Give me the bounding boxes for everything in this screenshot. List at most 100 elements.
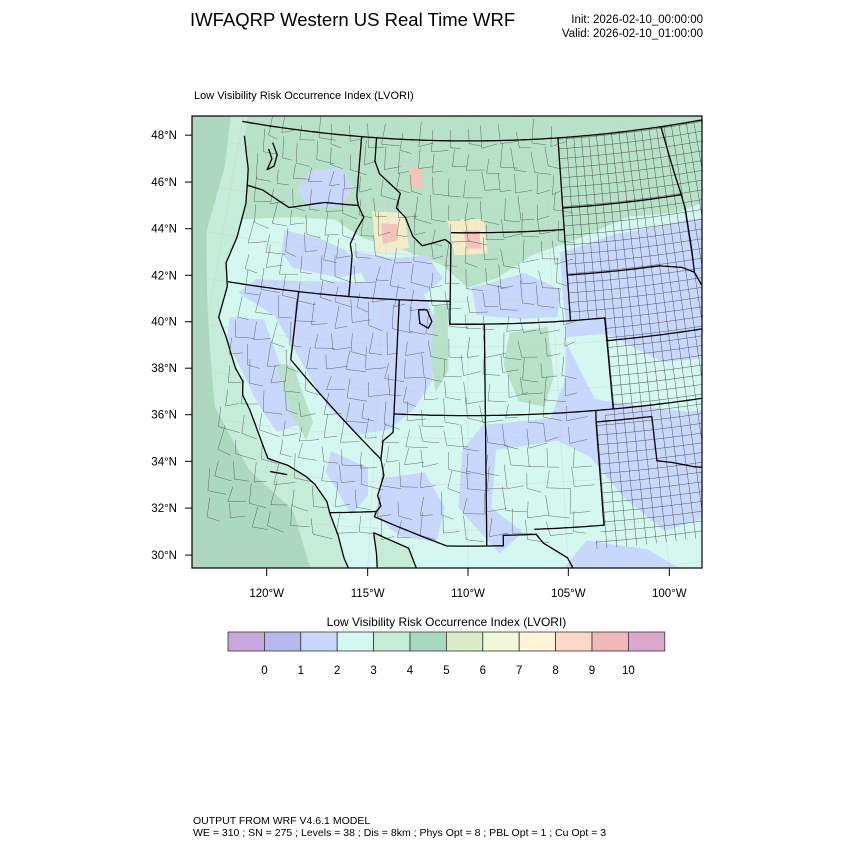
county-line [573, 465, 592, 468]
county-line [314, 334, 318, 349]
county-line [452, 149, 455, 167]
county-line [350, 299, 353, 323]
county-line [334, 482, 339, 508]
county-line [295, 143, 298, 164]
county-line [237, 296, 243, 318]
county-line [486, 159, 489, 174]
county-line [323, 435, 338, 438]
county-line [502, 424, 505, 446]
county-line [359, 176, 361, 193]
county-line [480, 125, 482, 149]
county-line [444, 381, 446, 398]
lon-tick-label: 115°W [351, 588, 385, 600]
county-line [543, 416, 563, 421]
county-line [566, 416, 588, 421]
county-line [359, 188, 372, 193]
county-line [247, 220, 255, 244]
county-line [283, 366, 288, 392]
county-line [415, 218, 432, 224]
county-line [279, 254, 283, 275]
county-line [263, 128, 265, 152]
county-line [500, 248, 504, 266]
county-line [564, 341, 576, 347]
county-line [271, 342, 286, 348]
county-line [270, 364, 276, 384]
county-line [278, 316, 292, 319]
county-line [214, 460, 219, 476]
county-line [290, 504, 292, 526]
county-line [245, 253, 250, 269]
county-line [241, 414, 245, 434]
graticule-parallel [156, 32, 752, 72]
county-line [503, 265, 519, 269]
county-line [514, 174, 516, 194]
county-line [448, 195, 462, 198]
county-line [384, 378, 405, 382]
county-line [530, 151, 535, 173]
county-line [552, 174, 555, 195]
land-blue-wyoming [471, 272, 561, 319]
county-line [346, 378, 351, 398]
county-line [543, 423, 546, 442]
county-line [375, 255, 392, 261]
county-line [358, 214, 373, 219]
county-line [526, 428, 530, 449]
county-line [255, 312, 273, 315]
county-line [569, 439, 588, 444]
county-line [282, 157, 293, 161]
county-line [375, 216, 387, 217]
county-line [253, 338, 271, 341]
graticule-parallel [192, 507, 702, 531]
county-line [448, 204, 450, 221]
sd-ne-border [567, 265, 695, 276]
county-line [431, 243, 434, 259]
county-line [418, 121, 422, 147]
county-line [464, 217, 476, 221]
county-line [207, 467, 210, 491]
county-line [306, 368, 318, 370]
county-line [418, 166, 434, 169]
county-line [461, 354, 464, 376]
county-line [500, 141, 519, 144]
county-line [463, 448, 479, 452]
county-line [376, 279, 389, 281]
county-line [245, 268, 258, 274]
county-line [282, 275, 286, 296]
county-line [297, 300, 316, 305]
county-line [389, 263, 394, 286]
county-line [272, 201, 278, 224]
county-line [290, 525, 310, 527]
county-line [320, 255, 323, 280]
mexico-west-coast [373, 532, 418, 568]
county-line [259, 412, 262, 430]
county-line [432, 176, 434, 194]
county-line [537, 190, 551, 195]
county-line [331, 333, 334, 350]
county-line [422, 463, 438, 468]
county-line [356, 507, 371, 510]
county-line [396, 172, 401, 189]
colorbar-swatch [555, 631, 593, 652]
county-line [285, 227, 289, 252]
county-line [569, 488, 571, 514]
county-line [398, 216, 418, 218]
land-green-colorado [503, 326, 554, 407]
county-line [389, 285, 406, 289]
county-line [503, 464, 508, 489]
county-line [577, 409, 702, 437]
county-line [582, 475, 702, 505]
colorbar-label: 8 [552, 665, 558, 677]
county-line [498, 264, 502, 289]
ca-nv-border [290, 291, 382, 460]
colorbar-swatch [518, 631, 557, 652]
county-line [290, 222, 305, 225]
county-line [567, 258, 702, 284]
county-line [311, 302, 315, 325]
county-line [467, 336, 470, 358]
county-line [487, 466, 490, 489]
county-line [538, 270, 543, 288]
graticule-parallel [394, 116, 542, 119]
county-line [381, 423, 386, 443]
county-line [447, 470, 452, 489]
county-line [386, 460, 399, 463]
